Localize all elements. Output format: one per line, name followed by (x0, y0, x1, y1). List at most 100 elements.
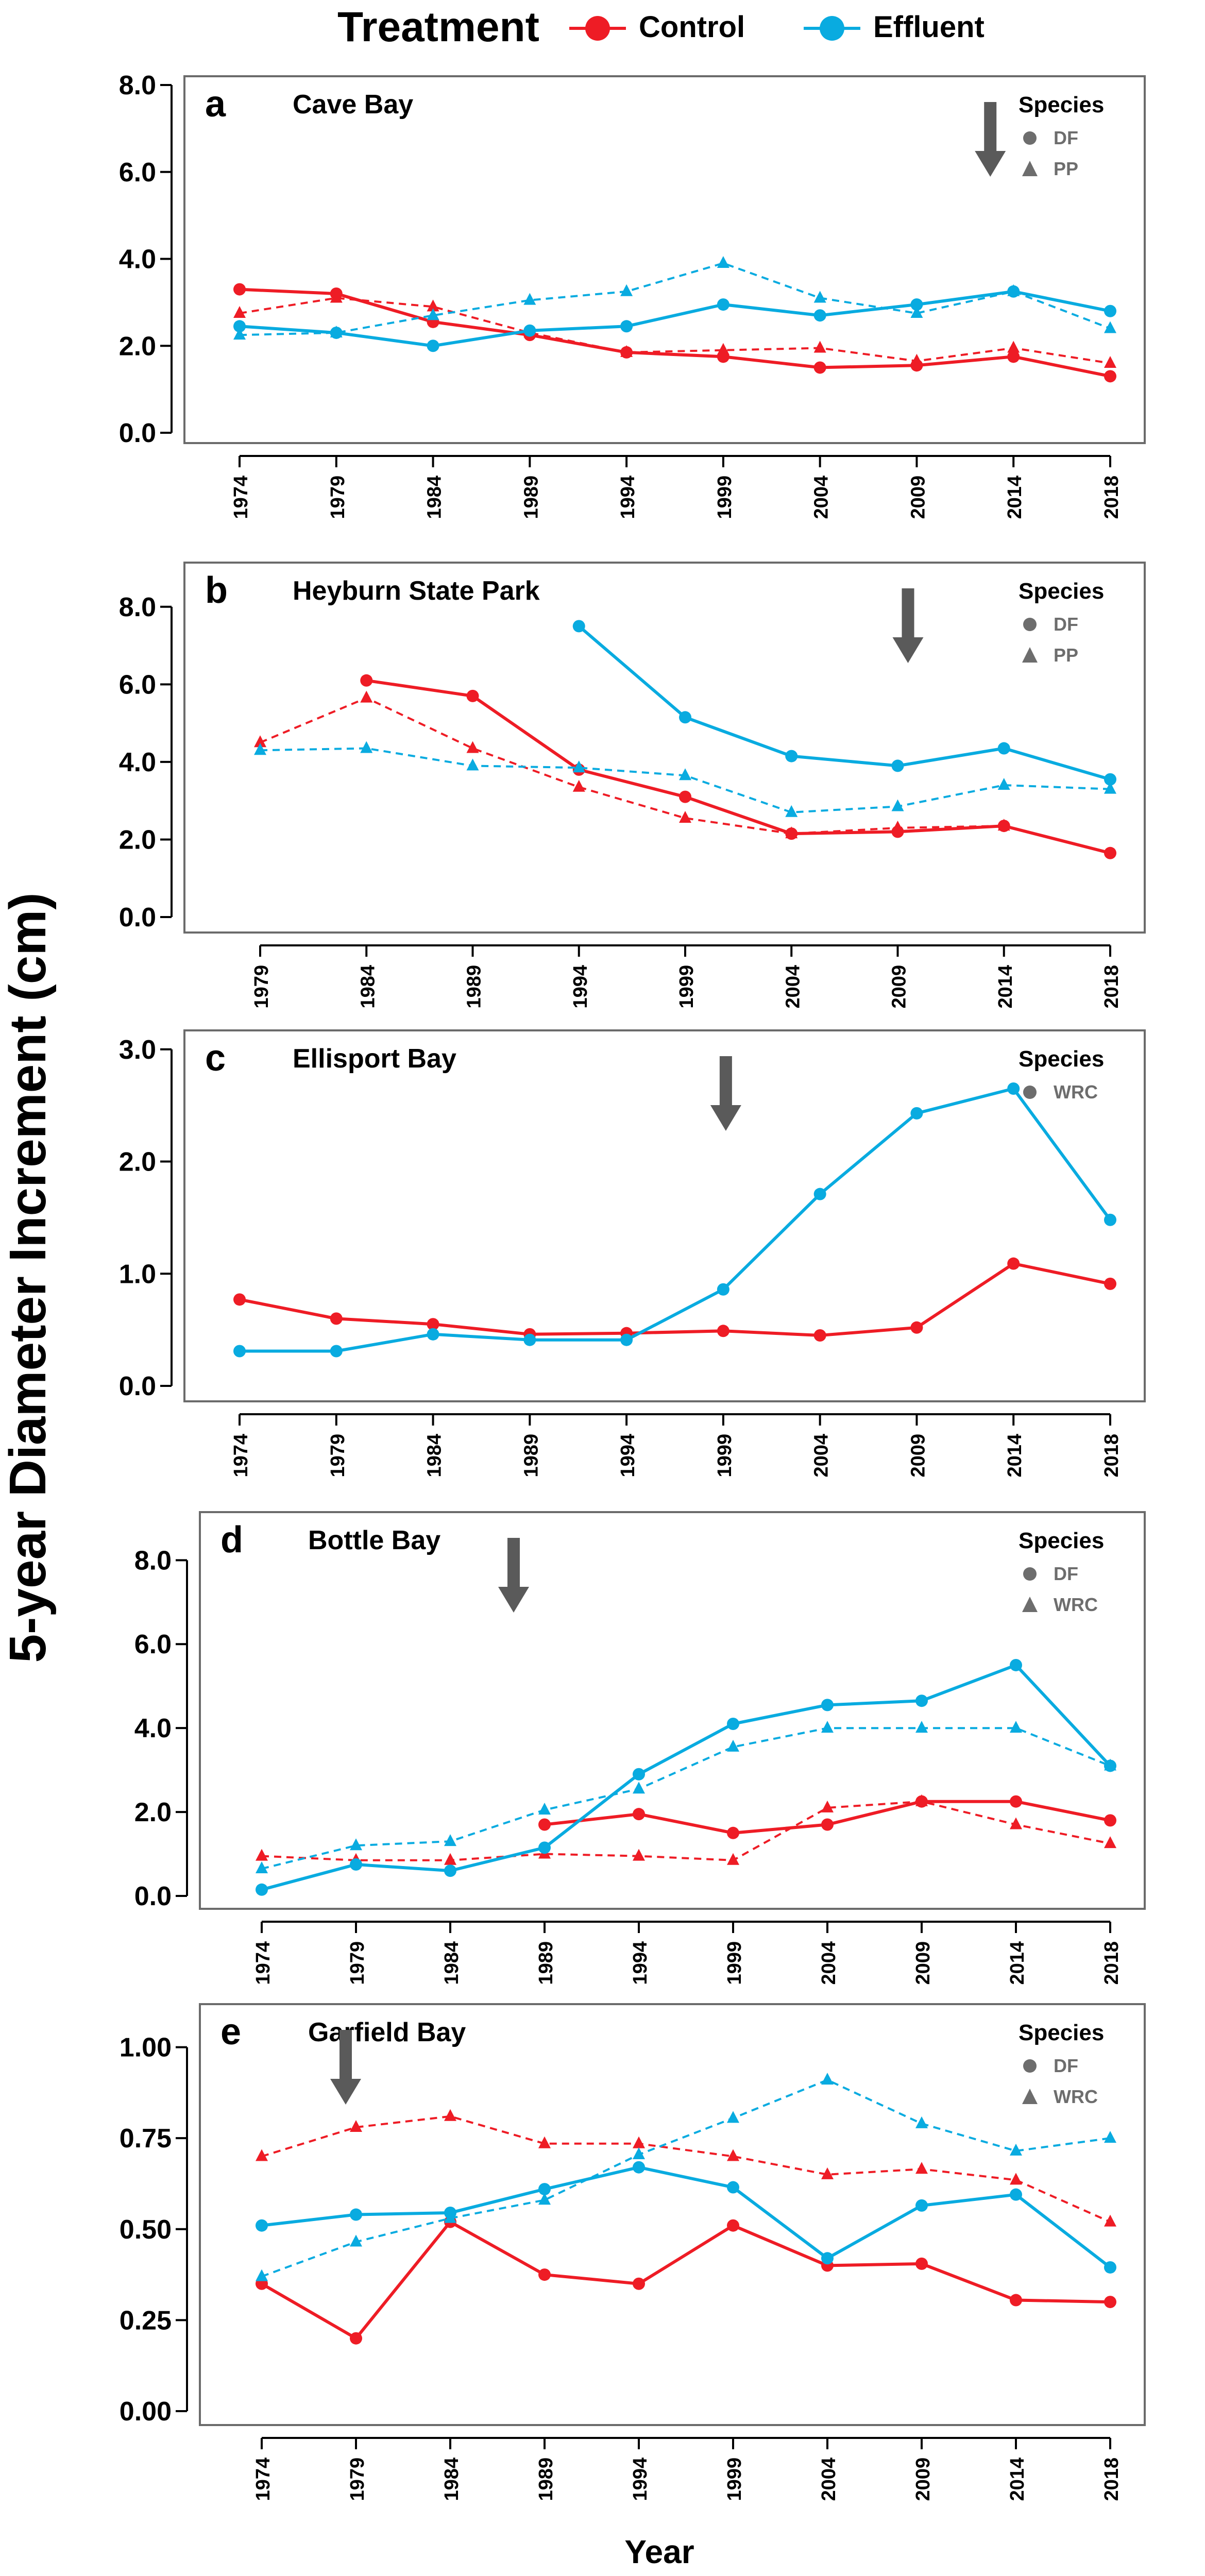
data-point-triangle (785, 805, 798, 817)
data-point-triangle (350, 2234, 362, 2247)
series-control-pp (254, 690, 1010, 839)
y-tick-label: 8.0 (119, 71, 156, 100)
data-point-circle (679, 711, 691, 724)
series-line (240, 1087, 1112, 1353)
x-tick-label: 1989 (535, 1941, 557, 1985)
series-line (261, 1727, 1111, 1870)
panel-frame (183, 1029, 1146, 1402)
data-point-triangle (538, 2136, 551, 2148)
data-point-triangle (572, 760, 585, 773)
x-tick-label: 1984 (441, 1941, 463, 1985)
x-tick-label: 1999 (724, 2458, 745, 2501)
data-point-circle (1104, 1277, 1116, 1290)
y-tick-label: 0.0 (119, 903, 156, 933)
data-point-circle (727, 1826, 739, 1839)
species-legend-circle (1023, 131, 1037, 145)
x-tick-label: 1999 (714, 476, 736, 519)
data-point-circle (256, 2219, 268, 2232)
data-point-triangle (727, 2149, 739, 2161)
x-tick-label: 2004 (818, 2458, 840, 2501)
panel-letter: d (220, 1519, 243, 1561)
x-tick-label: 1979 (327, 476, 349, 519)
series-effluent-pp (254, 741, 1116, 817)
data-point-circle (910, 1107, 923, 1120)
data-point-circle (813, 1188, 826, 1200)
species-legend-label: DF (1054, 614, 1078, 635)
y-tick-label: 4.0 (134, 1714, 172, 1743)
x-tick-label: 2004 (818, 1941, 840, 1985)
species-legend-label: WRC (1054, 2086, 1098, 2107)
data-point-circle (997, 742, 1010, 755)
data-point-triangle (350, 2120, 362, 2132)
data-point-circle (717, 1325, 729, 1337)
data-point-circle (813, 1329, 826, 1342)
series-line (261, 2115, 1111, 2223)
data-point-triangle (233, 306, 246, 318)
series-line (261, 1663, 1112, 1891)
data-point-circle (717, 1283, 729, 1296)
data-point-triangle (821, 1721, 834, 1733)
data-point-circle (350, 1858, 362, 1871)
x-tick-label: 1984 (424, 476, 446, 519)
species-legend-triangle (1022, 1597, 1038, 1612)
data-point-triangle (572, 779, 585, 792)
series-line (578, 625, 1111, 781)
data-point-circle (821, 2252, 834, 2265)
treatment-arrow (498, 1538, 529, 1613)
x-tick-label: 2014 (1007, 1941, 1028, 1985)
y-tick-label: 0.0 (134, 1882, 172, 1911)
data-point-triangle (727, 2111, 739, 2123)
x-tick-label: 1999 (714, 1434, 736, 1478)
data-point-triangle (633, 2147, 645, 2159)
data-point-triangle (233, 328, 246, 340)
data-point-triangle (1104, 356, 1116, 368)
x-tick-label: 2009 (907, 1434, 929, 1478)
y-tick-label: 1.00 (120, 2033, 172, 2063)
y-tick-label: 0.50 (120, 2215, 172, 2245)
x-tick-label: 1989 (520, 476, 542, 519)
data-point-circle (330, 1345, 343, 1358)
series-line (239, 297, 1111, 364)
x-tick-label: 1984 (424, 1434, 446, 1478)
data-point-triangle (727, 1853, 739, 1865)
series-line (239, 1262, 1111, 1337)
series-line (239, 262, 1111, 336)
y-axis-label: 5-year Diameter Increment (cm) (0, 892, 57, 1663)
data-point-circle (891, 759, 904, 772)
x-tick-label: 2018 (1101, 1434, 1123, 1478)
series-control-df (538, 1795, 1116, 1839)
data-point-circle (256, 1883, 268, 1896)
data-point-triangle (427, 308, 439, 320)
x-tick-label: 2004 (782, 965, 804, 1009)
panel-d: 0.0 2.0 4.0 6.0 8.0 1974 1979 1984 1989 1994 1999 2… (134, 1511, 1146, 1985)
series-effluent-df (572, 620, 1116, 786)
treatment-legend: Treatment Control Effluent (337, 4, 985, 50)
x-tick-label: 2014 (1007, 2458, 1028, 2501)
y-tick-label: 2.0 (119, 331, 156, 361)
data-point-circle (1104, 1814, 1116, 1827)
species-legend-label: DF (1054, 2055, 1078, 2076)
legend-effluent-label: Effluent (873, 10, 985, 44)
data-point-circle (915, 2199, 928, 2212)
panel-title: Garfield Bay (308, 2018, 466, 2047)
panel-letter: b (205, 570, 228, 611)
data-point-triangle (256, 1849, 268, 1861)
data-point-circle (538, 2268, 551, 2281)
y-tick-label: 3.0 (119, 1035, 156, 1065)
x-tick-label: 2014 (1004, 476, 1026, 519)
series-line (260, 697, 1004, 835)
data-point-circle (727, 2181, 739, 2194)
treatment-arrow (975, 102, 1006, 177)
x-tick-label: 2018 (1101, 1941, 1123, 1985)
data-point-circle (466, 689, 479, 702)
series-effluent-df (256, 1658, 1116, 1896)
x-tick-label: 1984 (441, 2458, 463, 2501)
x-tick-label: 1994 (630, 1941, 651, 1985)
data-point-triangle (1010, 2173, 1022, 2185)
data-point-circle (910, 1321, 923, 1334)
species-legend-label: PP (1054, 645, 1078, 666)
species-legend-title: Species (1019, 579, 1104, 604)
species-legend-circle (1023, 1567, 1037, 1581)
y-tick-label: 2.0 (119, 825, 156, 855)
species-legend-label: PP (1054, 158, 1078, 179)
